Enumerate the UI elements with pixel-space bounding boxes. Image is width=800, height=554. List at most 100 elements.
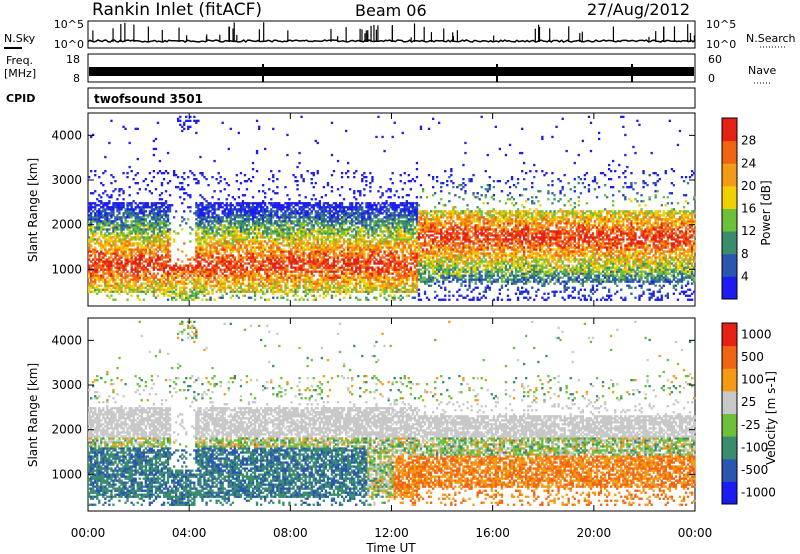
range-cell [88,283,90,285]
range-cell [185,254,187,256]
range-cell [118,254,120,256]
range-cell [149,238,151,240]
range-cell [92,287,94,289]
range-cell [165,230,167,232]
range-cell [153,210,155,212]
range-cell [195,275,197,277]
range-cell [108,196,110,198]
range-cell [118,258,120,260]
range-cell [171,279,173,281]
range-cell [181,260,183,262]
range-cell [137,297,139,299]
range-cell [122,285,124,287]
range-cell [149,287,151,289]
range-cell [197,220,199,222]
range-cell [124,220,126,222]
range-cell [110,246,112,248]
range-cell [100,291,102,293]
range-cell [195,297,197,299]
range-cell [135,230,137,232]
range-cell [187,184,189,186]
range-cell [153,262,155,264]
range-cell [116,273,118,275]
range-cell [131,254,133,256]
range-cell [155,277,157,279]
range-cell [126,232,128,234]
range-cell [193,116,195,118]
range-cell [143,232,145,234]
range-cell [161,265,163,267]
range-cell [165,289,167,291]
range-cell [163,232,165,234]
range-cell [131,244,133,246]
range-cell [195,285,197,287]
range-cell [197,208,199,210]
range-cell [96,238,98,240]
range-cell [112,258,114,260]
range-cell [129,254,131,256]
range-cell [169,273,171,275]
range-cell [159,265,161,267]
range-cell [124,128,126,130]
range-cell [137,287,139,289]
range-cell [169,194,171,196]
range-cell [122,265,124,267]
range-cell [141,228,143,230]
range-cell [155,188,157,190]
range-cell [153,140,155,142]
range-cell [116,265,118,267]
range-cell [189,265,191,267]
range-cell [137,269,139,271]
range-cell [197,210,199,212]
range-cell [187,120,189,122]
range-cell [129,285,131,287]
range-cell [108,232,110,234]
range-cell [199,271,201,273]
range-cell [122,224,124,226]
range-cell [145,275,147,277]
range-cell [157,287,159,289]
range-cell [131,170,133,172]
range-cell [124,260,126,262]
range-cell [161,242,163,244]
range-cell [145,228,147,230]
range-cell [106,206,108,208]
range-cell [183,289,185,291]
range-cell [129,275,131,277]
range-cell [155,226,157,228]
range-cell [92,216,94,218]
range-cell [131,265,133,267]
range-cell [199,246,201,248]
range-cell [104,285,106,287]
range-cell [175,275,177,277]
range-cell [106,240,108,242]
range-cell [177,232,179,234]
range-cell [149,262,151,264]
noise-left-tick-top: 10^5 [54,18,84,31]
range-cell [153,291,155,293]
range-cell [169,180,171,182]
range-cell [133,200,135,202]
range-cell [98,289,100,291]
range-cell [100,210,102,212]
range-cell [149,226,151,228]
date-title: 27/Aug/2012 [587,0,690,19]
range-cell [155,204,157,206]
range-cell [112,210,114,212]
range-cell [131,214,133,216]
range-cell [199,224,201,226]
range-cell [137,238,139,240]
range-cell [173,230,175,232]
range-cell [116,216,118,218]
range-cell [98,271,100,273]
range-cell [159,279,161,281]
range-cell [145,252,147,254]
range-cell [114,246,116,248]
range-cell [100,196,102,198]
range-cell [96,269,98,271]
range-cell [129,283,131,285]
range-cell [137,226,139,228]
range-cell [110,244,112,246]
range-cell [147,271,149,273]
range-cell [149,254,151,256]
